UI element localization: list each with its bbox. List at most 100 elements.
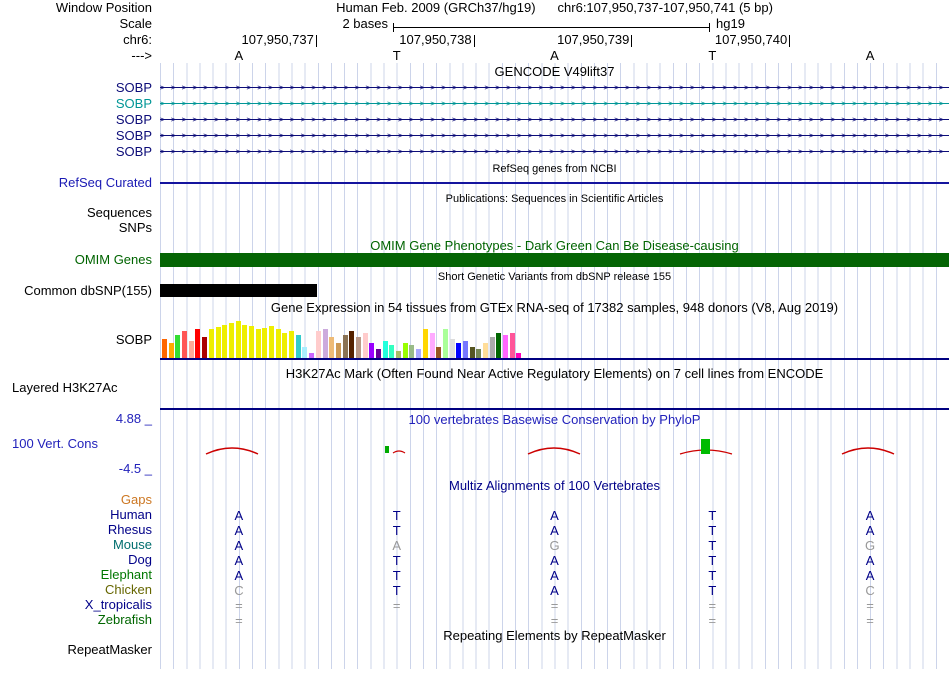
- snps-track-label[interactable]: SNPs: [118, 220, 152, 235]
- gtex-expression-bar[interactable]: [516, 353, 522, 359]
- gencode-transcript-line[interactable]: >>>>>>>>>>>>>>>>>>>>>>>>>>>>>>>>>>>>>>>>…: [160, 81, 949, 94]
- gtex-expression-bar[interactable]: [162, 339, 167, 359]
- phylop-track-label[interactable]: 100 Vert. Cons: [12, 436, 98, 451]
- gtex-expression-bar[interactable]: [396, 351, 402, 359]
- refseq-gene-line[interactable]: [160, 182, 949, 184]
- gtex-track-label[interactable]: SOBP: [115, 332, 152, 347]
- gtex-expression-bar[interactable]: [409, 345, 415, 359]
- gtex-expression-bar[interactable]: [449, 339, 455, 359]
- gtex-expression-bar[interactable]: [262, 328, 268, 359]
- gtex-expression-bar[interactable]: [248, 326, 254, 359]
- gtex-bars[interactable]: [162, 316, 544, 359]
- gtex-expression-bar[interactable]: [349, 331, 355, 359]
- gtex-expression-bar[interactable]: [329, 337, 335, 359]
- gtex-expression-bar[interactable]: [483, 343, 488, 359]
- gencode-item-label[interactable]: SOBP: [115, 128, 152, 143]
- multiz-alignment-row[interactable]: = = = = =: [160, 598, 949, 613]
- gencode-item-label[interactable]: SOBP: [115, 80, 152, 95]
- gtex-expression-bar[interactable]: [456, 343, 462, 359]
- gtex-expression-bar[interactable]: [309, 353, 315, 359]
- multiz-species-label[interactable]: Chicken: [105, 582, 152, 597]
- gencode-item-label[interactable]: SOBP: [115, 96, 152, 111]
- gtex-expression-bar[interactable]: [289, 331, 295, 359]
- gtex-expression-bar[interactable]: [222, 325, 228, 359]
- gtex-expression-bar[interactable]: [182, 331, 188, 359]
- multiz-species-label[interactable]: Mouse: [112, 537, 152, 552]
- gtex-expression-bar[interactable]: [168, 343, 174, 359]
- gencode-transcript-line[interactable]: >>>>>>>>>>>>>>>>>>>>>>>>>>>>>>>>>>>>>>>>…: [160, 97, 949, 110]
- h3k27ac-track-label[interactable]: Layered H3K27Ac: [12, 380, 118, 395]
- gtex-expression-bar[interactable]: [342, 335, 348, 359]
- gtex-expression-bar[interactable]: [382, 341, 388, 359]
- multiz-species-label[interactable]: Dog: [128, 552, 152, 567]
- gtex-expression-bar[interactable]: [469, 347, 475, 359]
- gtex-expression-bar[interactable]: [422, 329, 428, 359]
- multiz-species-label[interactable]: X_tropicalis: [84, 597, 152, 612]
- gtex-expression-bar[interactable]: [335, 343, 341, 359]
- gencode-transcript-line[interactable]: >>>>>>>>>>>>>>>>>>>>>>>>>>>>>>>>>>>>>>>>…: [160, 145, 949, 158]
- gtex-expression-bar[interactable]: [389, 345, 395, 359]
- alignment-base: C: [865, 583, 875, 598]
- gtex-expression-bar[interactable]: [255, 329, 261, 359]
- gtex-expression-bar[interactable]: [503, 335, 509, 359]
- dbsnp-track-label[interactable]: Common dbSNP(155): [24, 283, 152, 298]
- multiz-species-label[interactable]: Elephant: [100, 567, 152, 582]
- gtex-expression-bar[interactable]: [402, 343, 408, 359]
- gtex-expression-bar[interactable]: [188, 341, 194, 359]
- gtex-expression-bar[interactable]: [228, 323, 234, 359]
- gtex-expression-bar[interactable]: [269, 326, 274, 359]
- gtex-expression-bar[interactable]: [476, 349, 482, 359]
- gtex-expression-bar[interactable]: [235, 321, 241, 359]
- multiz-species-label[interactable]: Rhesus: [107, 522, 152, 537]
- phylop-signal[interactable]: [160, 430, 949, 460]
- gtex-expression-bar[interactable]: [195, 329, 201, 359]
- gtex-expression-bar[interactable]: [208, 329, 214, 359]
- gtex-expression-bar[interactable]: [416, 349, 422, 359]
- multiz-alignment-row[interactable]: = = = =: [160, 613, 949, 628]
- dbsnp-variant-bar[interactable]: [160, 284, 317, 297]
- gtex-expression-bar[interactable]: [489, 337, 495, 359]
- gtex-expression-bar[interactable]: [496, 333, 502, 359]
- gtex-expression-bar[interactable]: [175, 335, 181, 359]
- gtex-expression-bar[interactable]: [355, 337, 361, 359]
- sequences-track-label[interactable]: Sequences: [86, 205, 152, 220]
- gtex-expression-bar[interactable]: [462, 341, 468, 359]
- multiz-species-label[interactable]: Human: [110, 507, 152, 522]
- gtex-expression-bar[interactable]: [282, 333, 288, 359]
- gtex-expression-bar[interactable]: [302, 347, 308, 359]
- h3k27ac-baseline: [160, 408, 949, 410]
- gtex-expression-bar[interactable]: [362, 333, 368, 359]
- gtex-expression-bar[interactable]: [436, 347, 442, 359]
- gencode-transcript-line[interactable]: >>>>>>>>>>>>>>>>>>>>>>>>>>>>>>>>>>>>>>>>…: [160, 113, 949, 126]
- gtex-expression-bar[interactable]: [376, 349, 381, 359]
- gtex-expression-bar[interactable]: [429, 333, 435, 359]
- gencode-item-label[interactable]: SOBP: [115, 144, 152, 159]
- multiz-alignment-row[interactable]: [160, 493, 949, 508]
- multiz-species-label[interactable]: Gaps: [120, 492, 152, 507]
- gtex-expression-bar[interactable]: [202, 337, 208, 359]
- gtex-expression-bar[interactable]: [215, 327, 221, 359]
- gencode-item-label[interactable]: SOBP: [115, 112, 152, 127]
- gtex-expression-bar[interactable]: [442, 329, 448, 359]
- gtex-expression-bar[interactable]: [275, 329, 281, 359]
- gtex-expression-bar[interactable]: [509, 333, 515, 359]
- gtex-expression-bar[interactable]: [315, 331, 321, 359]
- multiz-species-label[interactable]: Zebrafish: [97, 612, 152, 627]
- gtex-expression-bar[interactable]: [242, 325, 248, 359]
- omim-gene-bar[interactable]: [160, 253, 949, 267]
- gtex-expression-bar[interactable]: [295, 335, 301, 359]
- gtex-expression-bar[interactable]: [369, 343, 375, 359]
- repeatmasker-track-label[interactable]: RepeatMasker: [67, 642, 152, 657]
- refseq-track-label[interactable]: RefSeq Curated: [58, 175, 152, 190]
- omim-track-label[interactable]: OMIM Genes: [74, 252, 152, 267]
- gencode-transcript-line[interactable]: >>>>>>>>>>>>>>>>>>>>>>>>>>>>>>>>>>>>>>>>…: [160, 129, 949, 142]
- gtex-expression-bar[interactable]: [322, 329, 328, 359]
